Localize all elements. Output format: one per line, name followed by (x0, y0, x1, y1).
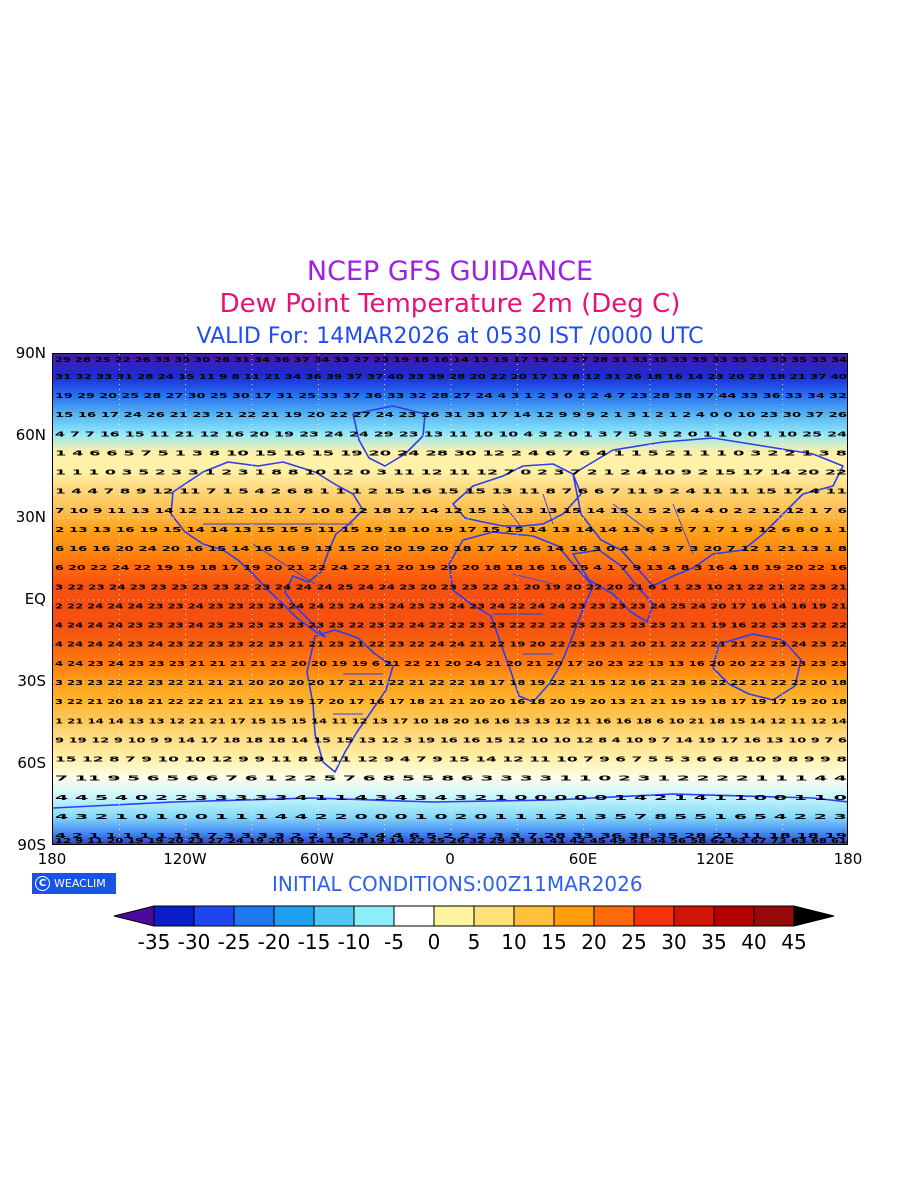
value-row: 1 4 6 6 5 7 5 1 3 8 10 15 16 15 19 20 24… (55, 448, 847, 457)
colorbar (113, 905, 835, 927)
colorbar-box (593, 905, 635, 927)
value-row: 3 22 21 20 18 21 22 22 21 21 21 19 19 17… (55, 697, 847, 706)
value-row: 2 13 13 16 19 15 14 14 13 15 15 5 11 15 … (55, 525, 847, 534)
lon-label-180w: 180 (37, 850, 67, 868)
colorbar-label: 15 (541, 930, 567, 954)
colorbar-box (553, 905, 595, 927)
map-field (53, 354, 847, 844)
colorbar-box (753, 905, 795, 927)
chart-title: NCEP GFS GUIDANCE (306, 256, 594, 287)
greenland-outline (352, 405, 426, 467)
value-row: 1 21 14 14 13 13 12 21 21 17 15 15 15 14… (55, 716, 847, 725)
value-row: 4 24 23 24 23 23 23 21 21 21 21 22 20 20… (55, 659, 847, 668)
lat-label-eq: EQ (24, 590, 46, 608)
logo-text: WEACLIM (54, 877, 106, 890)
colorbar-box (713, 905, 755, 927)
australia-outline (712, 633, 802, 701)
valid-time: VALID For: 14MAR2026 at 0530 IST /0000 U… (196, 324, 704, 349)
colorbar-label: -10 (337, 930, 371, 954)
initial-conditions: INITIAL CONDITIONS:00Z11MAR2026 (272, 872, 643, 896)
europe-outline (452, 463, 582, 527)
value-row: 4 3 2 1 0 1 0 0 1 1 1 4 4 2 2 0 0 0 1 0 … (55, 812, 847, 821)
colorbar-min-triangle (113, 905, 155, 927)
colorbar-label: 10 (501, 930, 527, 954)
colorbar-label: -5 (384, 930, 404, 954)
lon-label-60e: 60E (568, 850, 598, 868)
lon-label-180e: 180 (833, 850, 863, 868)
antarctica-outline (53, 793, 847, 809)
country-borders (203, 493, 694, 715)
lat-label-30n: 30N (15, 508, 46, 526)
south-america-outline (306, 629, 394, 773)
continent-outlines (53, 405, 847, 809)
colorbar-box (273, 905, 315, 927)
colorbar-box (353, 905, 395, 927)
colorbar-box (393, 905, 435, 927)
value-row: 3 22 23 24 23 23 23 23 23 22 23 24 24 24… (55, 582, 847, 591)
value-row: 4 7 7 16 15 11 21 12 16 20 19 23 24 24 2… (55, 429, 847, 438)
value-row: 12 9 11 20 19 19 20 23 27 24 19 20 19 14… (55, 836, 847, 845)
colorbar-max-triangle (793, 905, 835, 927)
colorbar-box (473, 905, 515, 927)
colorbar-label: 35 (701, 930, 727, 954)
value-row: 4 2 1 1 1 1 1 1 3 7 3 3 3 3 2 2 1 2 3 4 … (55, 831, 847, 840)
colorbar-box (433, 905, 475, 927)
value-row: 1 1 1 0 3 5 2 3 3 1 2 3 1 8 8 10 12 0 3 … (55, 468, 847, 477)
value-row: 2 22 24 24 24 23 23 24 23 23 23 23 24 24… (55, 602, 847, 611)
colorbar-label: 30 (661, 930, 687, 954)
value-row: 7 11 9 5 6 5 6 6 7 6 1 2 2 5 7 6 8 5 5 8… (55, 774, 847, 783)
colorbar-label: 40 (741, 930, 767, 954)
lon-label-60w: 60W (300, 850, 334, 868)
lat-label-60s: 60S (17, 754, 46, 772)
colorbar-label: -25 (217, 930, 251, 954)
value-row: 6 16 16 20 24 20 16 15 14 16 16 9 13 15 … (55, 544, 847, 553)
value-row: 3 23 23 22 22 23 22 21 21 21 20 20 20 20… (55, 678, 847, 687)
value-row: 4 24 24 24 23 24 23 22 23 23 22 23 21 21… (55, 640, 847, 649)
colorbar-label: 20 (581, 930, 607, 954)
colorbar-box (633, 905, 675, 927)
value-row: 6 20 22 24 22 19 19 18 17 19 20 21 22 24… (55, 563, 847, 572)
africa-outline (448, 531, 594, 703)
value-row: 4 4 5 4 0 2 2 3 3 3 3 3 4 1 1 4 3 4 3 4 … (55, 793, 847, 802)
lat-lon-grid (53, 354, 847, 844)
colorbar-label: -20 (257, 930, 291, 954)
lon-label-120w: 120W (163, 850, 207, 868)
colorbar-label: 25 (621, 930, 647, 954)
value-row: 29 28 25 22 26 33 35 30 26 31 34 36 37 3… (55, 355, 847, 364)
value-row: 15 12 8 7 9 10 10 12 9 9 11 8 9 11 12 9 … (55, 755, 847, 764)
north-america-outline (170, 461, 364, 638)
value-row: 7 10 9 11 13 14 12 11 12 10 11 7 10 8 12… (55, 506, 847, 515)
colorbar-label: 0 (427, 930, 441, 954)
lat-label-60n: 60N (15, 426, 46, 444)
colorbar-label: -35 (137, 930, 171, 954)
value-row: 4 24 24 24 23 23 23 24 23 23 23 23 23 23… (55, 621, 847, 630)
colorbar-box (193, 905, 235, 927)
copyright-circle-icon: C (35, 876, 50, 891)
colorbar-label: -30 (177, 930, 211, 954)
value-row: 31 32 33 31 28 24 15 11 9 8 11 21 34 36 … (55, 372, 847, 381)
value-row: 19 29 20 25 28 27 30 25 30 17 31 25 33 3… (55, 391, 847, 400)
lat-label-30s: 30S (17, 672, 46, 690)
dew-point-values: 29 28 25 22 26 33 35 30 26 31 34 36 37 3… (55, 355, 847, 845)
value-row: 9 19 12 9 10 9 9 14 17 18 18 18 14 15 15… (55, 735, 847, 744)
asia-outline (572, 437, 844, 587)
lon-label-120e: 120E (695, 850, 735, 868)
dew-point-map: 29 28 25 22 26 33 35 30 26 31 34 36 37 3… (52, 353, 848, 845)
colorbar-label: 5 (467, 930, 481, 954)
colorbar-box (233, 905, 275, 927)
colorbar-box (513, 905, 555, 927)
weaclim-logo: C WEACLIM (32, 873, 116, 894)
value-row: 1 4 4 7 8 9 12 11 7 1 5 4 2 6 8 1 1 1 2 … (55, 487, 847, 496)
value-row: 15 16 17 24 26 21 23 21 22 21 19 20 22 2… (55, 410, 847, 419)
colorbar-box (313, 905, 355, 927)
chart-subtitle: Dew Point Temperature 2m (Deg C) (219, 289, 681, 319)
colorbar-box (673, 905, 715, 927)
arabia-india-outline (572, 549, 654, 623)
colorbar-box (153, 905, 195, 927)
colorbar-label: 45 (781, 930, 807, 954)
colorbar-label: -15 (297, 930, 331, 954)
lat-label-90n: 90N (15, 344, 46, 362)
lon-label-0: 0 (445, 850, 455, 868)
lat-label-90s: 90S (17, 836, 46, 854)
